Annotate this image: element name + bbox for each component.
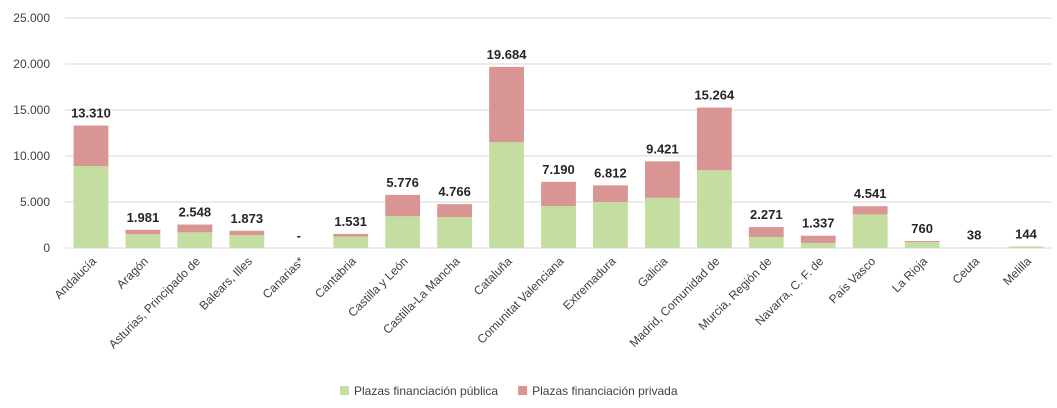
total-label: 1.531 xyxy=(334,214,367,229)
x-tick-label: Aragón xyxy=(114,254,151,291)
bar-segment xyxy=(177,225,212,233)
bar-segment xyxy=(489,142,524,248)
bar-segment xyxy=(385,195,420,216)
total-label: 4.766 xyxy=(438,184,471,199)
total-label: 4.541 xyxy=(854,186,887,201)
bar-segment xyxy=(905,242,940,248)
bar-segment xyxy=(697,170,732,248)
x-tick-label: Madrid, Comunidad de xyxy=(627,254,723,350)
x-tick-label: Melilla xyxy=(1000,254,1034,288)
bar-segment xyxy=(853,214,888,248)
total-label: 1.981 xyxy=(127,210,160,225)
x-tick-label: País Vasco xyxy=(826,254,878,306)
x-tick-label: Asturias, Principado de xyxy=(106,254,203,351)
bar-segment xyxy=(229,235,264,248)
total-label: 5.776 xyxy=(386,175,419,190)
bar-segment xyxy=(74,126,109,167)
bar-segment xyxy=(905,241,940,242)
legend-swatch xyxy=(340,386,349,395)
y-tick-label: 25.000 xyxy=(13,11,50,25)
x-tick-label: Cataluña xyxy=(471,254,515,298)
bar-segment xyxy=(126,230,161,234)
bar-segment xyxy=(489,67,524,142)
x-tick-label: La Rioja xyxy=(889,254,930,295)
total-label: 9.421 xyxy=(646,141,679,156)
bar-segment xyxy=(853,206,888,214)
bar-segment xyxy=(177,232,212,248)
total-label: 6.812 xyxy=(594,165,627,180)
x-tick-label: Comunitat Valenciana xyxy=(474,254,567,347)
y-tick-label: 20.000 xyxy=(13,57,50,71)
bar-segment xyxy=(437,204,472,217)
bar-segment xyxy=(697,108,732,171)
bar-segment xyxy=(1009,247,1044,248)
x-tick-label: Andalucía xyxy=(51,254,99,302)
x-tick-label: Balears, Illes xyxy=(196,254,254,312)
total-label: 19.684 xyxy=(487,47,528,62)
bar-segment xyxy=(541,182,576,206)
total-label: 144 xyxy=(1015,227,1037,242)
y-tick-label: 5.000 xyxy=(20,195,50,209)
bar-segment xyxy=(541,206,576,248)
bar-segment xyxy=(645,198,680,248)
bar-segment xyxy=(593,202,628,248)
total-label: 13.310 xyxy=(71,106,111,121)
x-tick-label: Ceuta xyxy=(950,254,983,287)
x-tick-label: Extremadura xyxy=(560,254,619,313)
bar-segment xyxy=(437,217,472,248)
legend-label: Plazas financiación privada xyxy=(532,384,678,398)
y-tick-label: 0 xyxy=(43,241,50,255)
total-label: 15.264 xyxy=(694,88,735,103)
total-label: 7.190 xyxy=(542,162,575,177)
x-tick-label: Canarias* xyxy=(260,254,307,301)
total-label: 2.271 xyxy=(750,207,783,222)
bar-segment xyxy=(749,227,784,237)
bar-segment xyxy=(74,166,109,248)
total-label: 1.873 xyxy=(231,211,264,226)
total-label: - xyxy=(297,228,301,243)
bar-segment xyxy=(126,234,161,248)
legend-swatch xyxy=(518,386,527,395)
total-label: 38 xyxy=(967,228,981,243)
bar-segment xyxy=(385,216,420,248)
bar-segment xyxy=(333,237,368,249)
bar-segment xyxy=(801,243,836,248)
total-label: 760 xyxy=(911,221,933,236)
x-tick-label: Cantabria xyxy=(312,254,359,301)
y-tick-label: 10.000 xyxy=(13,149,50,163)
bar-segment xyxy=(645,161,680,198)
bar-segment xyxy=(749,237,784,248)
x-tick-label: Galicia xyxy=(635,254,671,290)
bar-segment xyxy=(801,236,836,243)
total-label: 1.337 xyxy=(802,216,835,231)
total-label: 2.548 xyxy=(179,205,212,220)
bar-segment xyxy=(229,231,264,235)
bar-segment xyxy=(333,234,368,237)
y-tick-label: 15.000 xyxy=(13,103,50,117)
bar-segment xyxy=(593,185,628,202)
legend-label: Plazas financiación pública xyxy=(354,384,498,398)
